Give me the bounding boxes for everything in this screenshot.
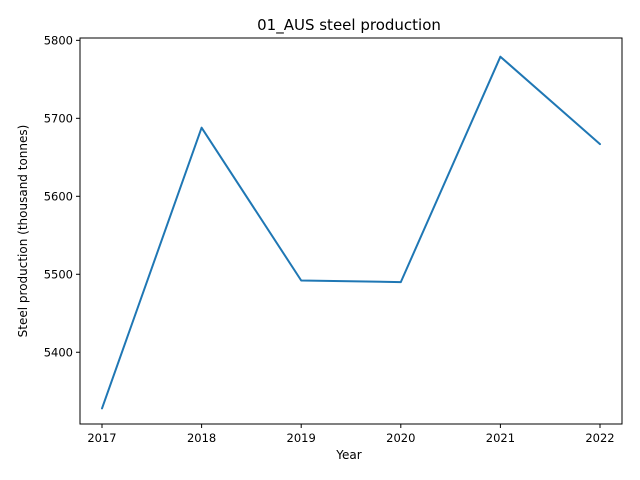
- x-tick-label: 2019: [287, 431, 316, 445]
- y-axis: 5400 5500 5600 5700 5800: [44, 33, 80, 359]
- chart-title: 01_AUS steel production: [257, 16, 441, 35]
- series-line: [101, 55, 601, 410]
- x-tick-label: 2022: [585, 431, 614, 445]
- y-tick-label: 5400: [44, 345, 73, 359]
- y-tick-label: 5700: [44, 111, 73, 125]
- y-tick-label: 5800: [44, 33, 73, 47]
- y-tick-label: 5500: [44, 267, 73, 281]
- y-axis-label: Steel production (thousand tonnes): [16, 125, 30, 338]
- y-tick-label: 5600: [44, 189, 73, 203]
- x-tick-label: 2018: [187, 431, 216, 445]
- x-axis-label: Year: [335, 448, 361, 462]
- x-axis: 2017 2018 2019 2020 2021 2022: [87, 424, 615, 445]
- x-tick-label: 2020: [386, 431, 415, 445]
- x-tick-label: 2021: [486, 431, 515, 445]
- x-tick-label: 2017: [87, 431, 116, 445]
- plot-area: [79, 37, 623, 425]
